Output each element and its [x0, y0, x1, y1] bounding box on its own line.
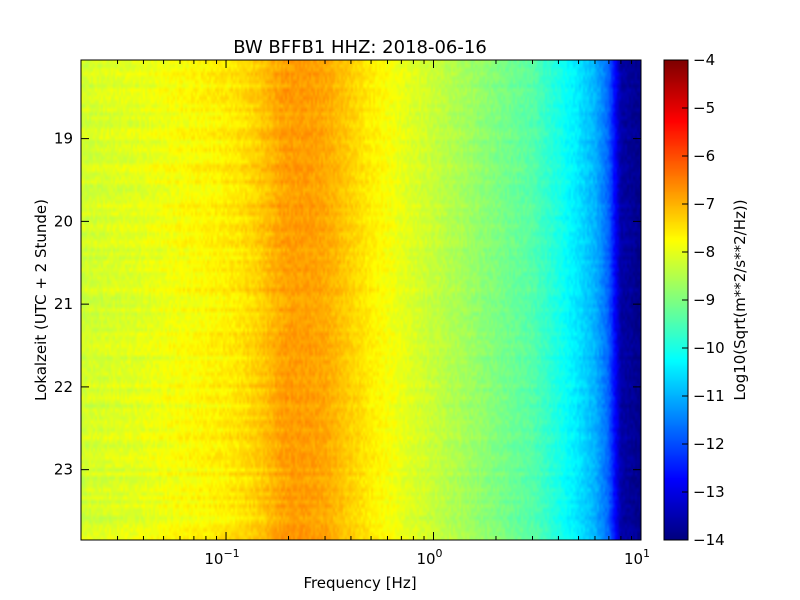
x-tick-label-base: 10 [624, 550, 643, 568]
x-tick-label-exp: 1 [643, 547, 650, 560]
colorbar-tick-label: −6 [693, 147, 715, 165]
x-tick-label-base: 10 [416, 550, 435, 568]
x-tick-label-base: 10 [204, 550, 223, 568]
x-axis: 10−1 100 101 [80, 60, 650, 568]
y-tick-label: 20 [54, 212, 73, 230]
colorbar-tick-label: −13 [693, 483, 725, 501]
x-tick-label-exp: 0 [436, 547, 443, 560]
x-tick-label: 10−1 [204, 547, 239, 568]
colorbar-tick-label: −9 [693, 291, 715, 309]
y-tick-label: 23 [54, 461, 73, 479]
heatmap-image [81, 60, 641, 540]
y-tick-label: 19 [54, 130, 73, 148]
x-tick-label: 101 [624, 547, 650, 568]
y-axis: 19 20 21 22 23 [54, 130, 641, 479]
chart-title: BW BFFB1 HHZ: 2018-06-16 [233, 37, 487, 58]
x-axis-label: Frequency [Hz] [303, 574, 416, 592]
plot-frame [80, 59, 642, 541]
colorbar-tick-label: −10 [693, 339, 725, 357]
colorbar-tick-label: −5 [693, 99, 715, 117]
colorbar-label: Log10(Sqrt(m**2/s**2/Hz)) [731, 199, 749, 400]
x-tick-label-exp: −1 [223, 547, 239, 560]
y-tick-label: 22 [54, 378, 73, 396]
colorbar-tick-label: −7 [693, 195, 715, 213]
y-tick-label: 21 [54, 295, 73, 313]
colorbar-tick-label: −11 [693, 387, 725, 405]
colorbar-ticks: −4 −5 −6 −7 −8 −9 −10 −11 −12 −13 −14 [682, 51, 725, 549]
colorbar-tick-label: −14 [693, 531, 725, 549]
colorbar-tick-label: −8 [693, 243, 715, 261]
colorbar-tick-label: −12 [693, 435, 725, 453]
colorbar-tick-label: −4 [693, 51, 715, 69]
heatmap-area [80, 59, 642, 541]
colorbar: −4 −5 −6 −7 −8 −9 −10 −11 −12 −13 −14 [663, 51, 725, 549]
y-axis-label: Lokalzeit (UTC + 2 Stunde) [32, 199, 50, 401]
x-tick-label: 100 [416, 547, 442, 568]
